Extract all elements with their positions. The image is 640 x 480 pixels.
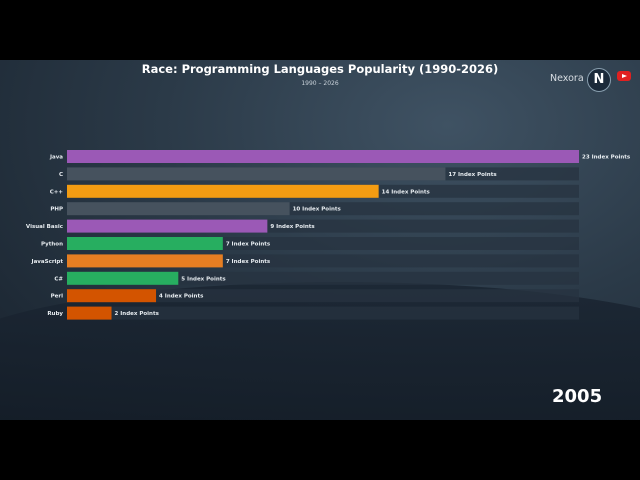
bar-visual-basic bbox=[67, 219, 268, 233]
value-label: 4 Index Points bbox=[159, 294, 204, 300]
category-label: PHP bbox=[50, 207, 63, 213]
value-label: 9 Index Points bbox=[270, 224, 315, 230]
category-label: Ruby bbox=[47, 311, 63, 317]
value-label: 7 Index Points bbox=[226, 242, 271, 248]
category-label: Visual Basic bbox=[26, 224, 63, 230]
bar-javascript bbox=[67, 254, 223, 268]
bar-track bbox=[67, 306, 579, 320]
category-label: Perl bbox=[51, 294, 63, 300]
bar-php bbox=[67, 202, 290, 216]
category-label: C bbox=[59, 172, 63, 178]
category-label: C# bbox=[54, 276, 63, 282]
bar-ruby bbox=[67, 306, 112, 320]
value-label: 17 Index Points bbox=[448, 172, 497, 178]
value-label: 14 Index Points bbox=[382, 189, 431, 195]
bar-track bbox=[67, 271, 579, 285]
category-label: C++ bbox=[50, 189, 64, 195]
category-label: Python bbox=[41, 242, 63, 248]
value-label: 7 Index Points bbox=[226, 259, 271, 265]
value-label: 23 Index Points bbox=[582, 155, 631, 161]
bar-track bbox=[67, 289, 579, 303]
value-label: 10 Index Points bbox=[293, 207, 342, 213]
brand-name: Nexora bbox=[550, 73, 584, 84]
year-counter: 2005 bbox=[552, 386, 603, 407]
chart-title: Race: Programming Languages Popularity (… bbox=[141, 62, 499, 76]
bar-perl bbox=[67, 289, 157, 303]
category-label: JavaScript bbox=[31, 259, 64, 265]
background-hill bbox=[0, 282, 640, 420]
bar-c bbox=[67, 167, 446, 181]
category-label: Java bbox=[49, 155, 63, 161]
chart-subtitle: 1990 – 2026 bbox=[301, 80, 339, 87]
bar-c- bbox=[67, 271, 179, 285]
brand-logo-icon: N bbox=[587, 68, 611, 92]
bar-python bbox=[67, 237, 223, 250]
value-label: 5 Index Points bbox=[181, 276, 226, 282]
bar-c- bbox=[67, 184, 379, 198]
bar-java bbox=[67, 150, 579, 163]
value-label: 2 Index Points bbox=[115, 311, 160, 317]
youtube-icon bbox=[617, 71, 631, 81]
